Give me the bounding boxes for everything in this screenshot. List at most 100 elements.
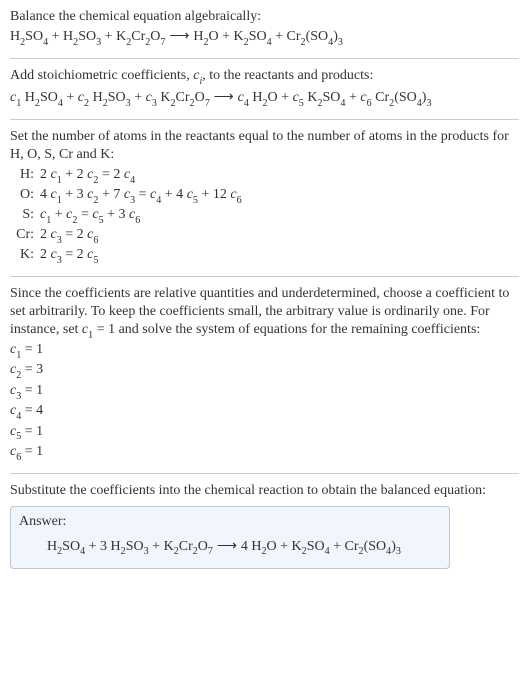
sub: 4 bbox=[325, 546, 330, 557]
atom-label: K: bbox=[10, 246, 40, 266]
sub: 3 bbox=[338, 37, 343, 48]
val: = 1 bbox=[21, 383, 43, 398]
answer-box: Answer: H2SO4 + 3 H2SO3 + K2Cr2O7 ⟶ 4 H2… bbox=[10, 506, 450, 568]
sub: 2 bbox=[301, 37, 306, 48]
sub: 6 bbox=[367, 98, 372, 109]
substitute-text: Substitute the coefficients into the che… bbox=[10, 482, 519, 500]
sub: 2 bbox=[302, 546, 307, 557]
intro-line1: Balance the chemical equation algebraica… bbox=[10, 8, 519, 26]
coef: c bbox=[293, 90, 299, 105]
sub: 5 bbox=[16, 431, 21, 442]
atom-eq: 4 c1 + 3 c2 + 7 c3 = c4 + 4 c5 + 12 c6 bbox=[40, 186, 246, 206]
arrow: ⟶ bbox=[165, 27, 193, 43]
atom-label: O: bbox=[10, 186, 40, 206]
val: = 1 bbox=[21, 444, 43, 459]
substitute-block: Substitute the coefficients into the che… bbox=[10, 482, 519, 568]
atom-label: H: bbox=[10, 166, 40, 186]
sub: 3 bbox=[126, 98, 131, 109]
coeff-row: c5 = 1 bbox=[10, 423, 519, 443]
sub: 2 bbox=[20, 37, 25, 48]
sub: 3 bbox=[426, 98, 431, 109]
eq-text: H bbox=[111, 539, 121, 554]
sub: 7 bbox=[205, 98, 210, 109]
sub: 2 bbox=[190, 98, 195, 109]
answer-label: Answer: bbox=[19, 513, 441, 531]
divider bbox=[10, 58, 519, 59]
balanced-equation: H2SO4 + 3 H2SO3 + K2Cr2O7 ⟶ 4 H2O + K2SO… bbox=[19, 536, 441, 558]
sub: 1 bbox=[88, 330, 93, 341]
eq-text: Cr bbox=[287, 29, 301, 44]
ci-sub: i bbox=[199, 76, 202, 87]
sub: 4 bbox=[386, 546, 391, 557]
val: = 1 bbox=[21, 342, 43, 357]
plus: + bbox=[131, 90, 146, 105]
sub: 2 bbox=[174, 546, 179, 557]
eq-text: K bbox=[160, 90, 170, 105]
sub: 4 bbox=[340, 98, 345, 109]
coeff-row: c6 = 1 bbox=[10, 443, 519, 463]
divider bbox=[10, 119, 519, 120]
arrow: ⟶ bbox=[210, 88, 238, 104]
atom-eq: 2 c3 = 2 c6 bbox=[40, 226, 246, 246]
plus: + bbox=[345, 90, 360, 105]
coef: c bbox=[360, 90, 366, 105]
coeff-row: c2 = 3 bbox=[10, 361, 519, 381]
stoich-block: Add stoichiometric coefficients, c i, to … bbox=[10, 67, 519, 109]
sub: 4 bbox=[43, 37, 48, 48]
sub: 7 bbox=[160, 37, 165, 48]
plus: + bbox=[63, 90, 78, 105]
sub: 3 bbox=[144, 546, 149, 557]
text: Add stoichiometric coefficients, bbox=[10, 68, 193, 83]
sub: 2 bbox=[126, 37, 131, 48]
plus: + bbox=[272, 29, 287, 44]
eq-text: SO bbox=[40, 90, 58, 105]
sub: 2 bbox=[16, 370, 21, 381]
coefficients-list: c1 = 1 c2 = 3 c3 = 1 c4 = 4 c5 = 1 c6 = … bbox=[10, 341, 519, 463]
eq-text: H bbox=[93, 90, 103, 105]
sub: 4 bbox=[244, 98, 249, 109]
plus: + bbox=[330, 539, 345, 554]
sub: 2 bbox=[244, 37, 249, 48]
eq-text: H bbox=[252, 90, 262, 105]
eq-text: O bbox=[208, 29, 218, 44]
eq-text: K bbox=[307, 90, 317, 105]
eq-text: SO bbox=[307, 539, 325, 554]
eq-text: O bbox=[195, 90, 205, 105]
sub: 4 bbox=[417, 98, 422, 109]
eq-text: SO bbox=[78, 29, 96, 44]
sub: 2 bbox=[359, 546, 364, 557]
sub: 2 bbox=[317, 98, 322, 109]
sub: 4 bbox=[328, 37, 333, 48]
atoms-block: Set the number of atoms in the reactants… bbox=[10, 128, 519, 266]
eq-text: SO bbox=[126, 539, 144, 554]
atom-eq: 2 c3 = 2 c5 bbox=[40, 246, 246, 266]
eq-text: H bbox=[63, 29, 73, 44]
coef: c bbox=[146, 90, 152, 105]
sub: 2 bbox=[57, 546, 62, 557]
sub: 2 bbox=[203, 37, 208, 48]
coeff-row: c1 = 1 bbox=[10, 341, 519, 361]
since-block: Since the coefficients are relative quan… bbox=[10, 285, 519, 464]
sub: 2 bbox=[121, 546, 126, 557]
eq-text: (SO bbox=[306, 29, 329, 44]
atom-label: S: bbox=[10, 206, 40, 226]
text: , to the reactants and products: bbox=[202, 68, 373, 83]
text: = 1 and solve the system of equations fo… bbox=[93, 322, 480, 337]
eq-text: K bbox=[164, 539, 174, 554]
eq-text: K bbox=[234, 29, 244, 44]
sub: 2 bbox=[73, 37, 78, 48]
eq-text: H bbox=[251, 539, 261, 554]
atom-label: Cr: bbox=[10, 226, 40, 246]
atoms-text: Set the number of atoms in the reactants… bbox=[10, 128, 519, 164]
sub: 4 bbox=[80, 546, 85, 557]
plus: + bbox=[149, 539, 164, 554]
sub: 2 bbox=[35, 98, 40, 109]
val: = 4 bbox=[21, 403, 43, 418]
sub: 1 bbox=[16, 98, 21, 109]
unbalanced-equation: H2SO4 + H2SO3 + K2Cr2O7 ⟶ H2O + K2SO4 + … bbox=[10, 26, 519, 48]
since-text: Since the coefficients are relative quan… bbox=[10, 285, 519, 341]
atom-eq: c1 + c2 = c5 + 3 c6 bbox=[40, 206, 246, 226]
eq-text: SO bbox=[323, 90, 341, 105]
divider bbox=[10, 473, 519, 474]
coef: 3 bbox=[100, 539, 111, 554]
